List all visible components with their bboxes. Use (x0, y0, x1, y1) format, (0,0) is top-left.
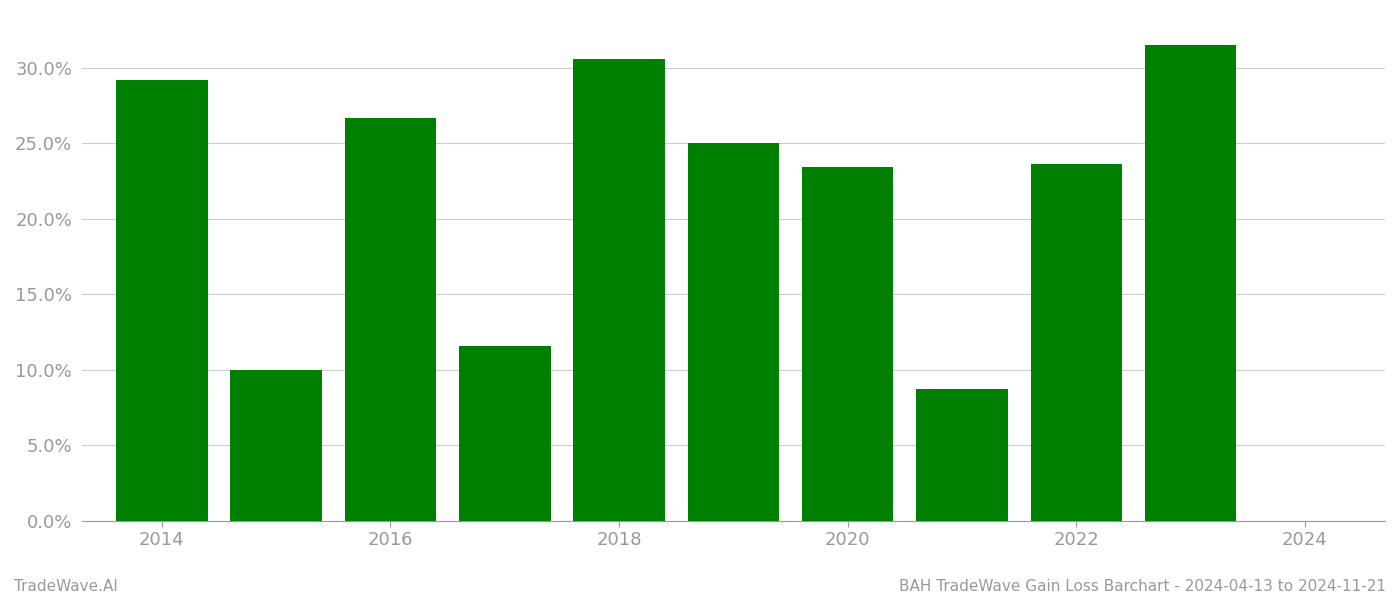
Bar (1145, 45, 1236, 521)
Bar (917, 389, 1008, 521)
Bar (574, 59, 665, 521)
Bar (802, 167, 893, 521)
Bar (459, 346, 550, 521)
Text: BAH TradeWave Gain Loss Barchart - 2024-04-13 to 2024-11-21: BAH TradeWave Gain Loss Barchart - 2024-… (899, 579, 1386, 594)
Text: TradeWave.AI: TradeWave.AI (14, 579, 118, 594)
Bar (687, 143, 780, 521)
Bar (116, 80, 207, 521)
Bar (344, 118, 437, 521)
Bar (231, 370, 322, 521)
Bar (1030, 164, 1121, 521)
